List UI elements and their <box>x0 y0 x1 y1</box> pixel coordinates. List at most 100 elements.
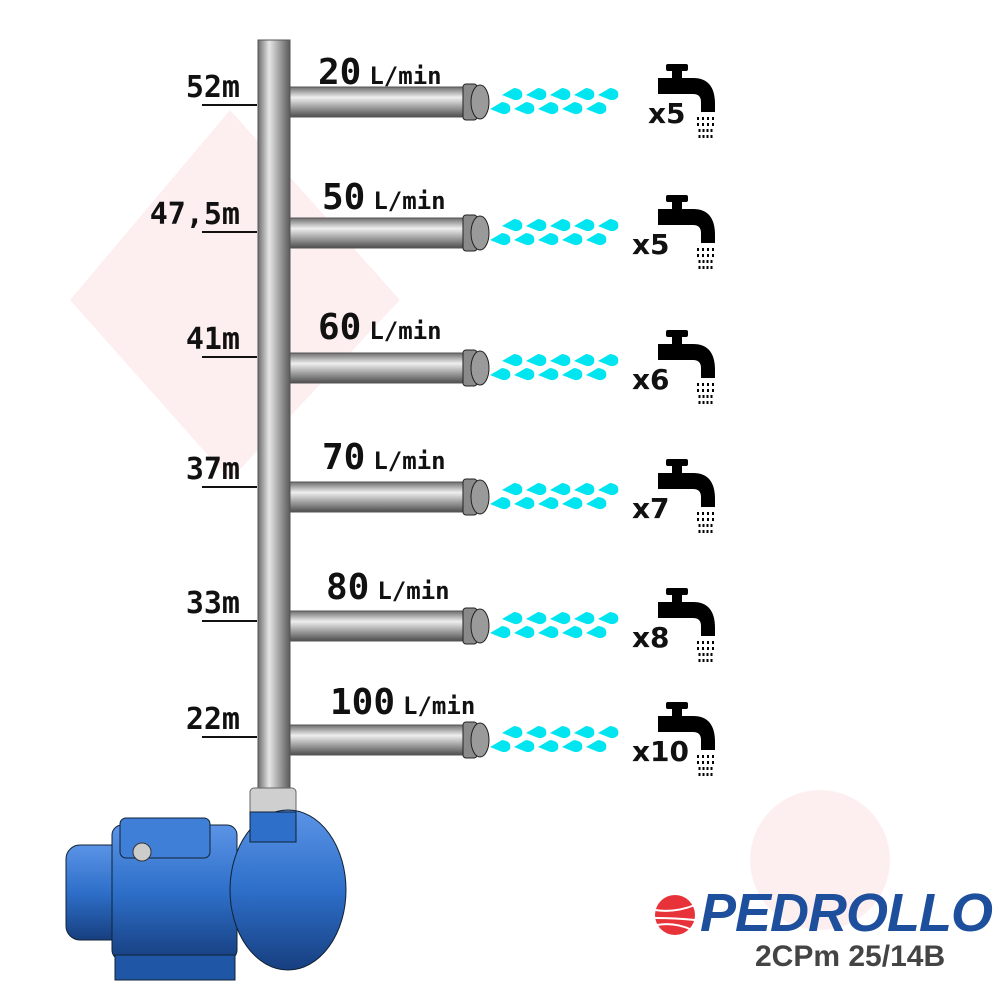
height-marker-line <box>202 486 257 488</box>
water-drop-icon <box>598 88 619 101</box>
flow-value: 80 <box>326 567 370 608</box>
water-drop-icon <box>562 626 583 639</box>
pipe-outlet <box>470 722 490 758</box>
brand-name: PEDROLLO <box>700 883 993 943</box>
height-label: 52m <box>185 70 240 105</box>
flow-unit: L/min <box>373 187 446 215</box>
pipe-outlet <box>470 608 490 644</box>
water-drop-icon <box>526 219 547 232</box>
flow-value: 70 <box>322 437 366 478</box>
water-drop-icon <box>502 726 523 739</box>
height-marker-line <box>202 356 257 358</box>
water-drop-icon <box>514 102 535 115</box>
height-marker-line <box>202 620 257 622</box>
faucet-icon <box>658 459 715 533</box>
water-drop-icon <box>574 219 595 232</box>
water-drop-icon <box>598 612 619 625</box>
branch-row <box>289 64 715 138</box>
water-drop-icon <box>586 368 607 381</box>
pipe-outlet <box>470 215 490 251</box>
water-drop-icon <box>598 726 619 739</box>
flow-value: 100 <box>330 682 396 723</box>
height-label: 22m <box>185 702 240 737</box>
water-drop-icon <box>562 233 583 246</box>
water-drop-icon <box>574 88 595 101</box>
model-label: 2CPm 25/14B <box>755 940 946 973</box>
water-drop-icon <box>538 497 559 510</box>
pipe-outlet <box>470 350 490 386</box>
water-drop-icon <box>550 726 571 739</box>
water-drop-icon <box>526 726 547 739</box>
branch-pipe <box>289 724 467 756</box>
water-drop-icon <box>562 497 583 510</box>
water-drop-icon <box>550 354 571 367</box>
water-drop-icon <box>502 219 523 232</box>
branch-pipe <box>289 86 467 118</box>
vertical-pipe <box>257 39 291 791</box>
tap-count: x5 <box>632 228 670 261</box>
branch-pipe <box>289 217 467 249</box>
flow-unit: L/min <box>373 447 446 475</box>
flow-label: 50 L/min <box>322 177 446 218</box>
height-label: 41m <box>185 322 240 357</box>
water-drop-icon <box>490 626 511 639</box>
branch-pipe <box>289 481 467 513</box>
pedrollo-logo-icon <box>654 895 696 935</box>
faucet-icon <box>658 702 715 776</box>
faucet-icon <box>658 330 715 404</box>
water-drop-icon <box>586 102 607 115</box>
water-drop-icon <box>526 483 547 496</box>
water-drop-icon <box>502 483 523 496</box>
tap-count: x7 <box>632 492 670 525</box>
flow-unit: L/min <box>403 692 476 720</box>
flow-value: 60 <box>318 307 362 348</box>
branch-row <box>289 702 715 776</box>
water-drop-icon <box>562 740 583 753</box>
water-drop-icon <box>538 233 559 246</box>
pipe-outlet <box>470 84 490 120</box>
water-drop-icon <box>574 483 595 496</box>
water-drop-icon <box>574 726 595 739</box>
water-drop-icon <box>586 233 607 246</box>
branch-pipe <box>289 352 467 384</box>
water-drop-icon <box>538 102 559 115</box>
water-drop-icon <box>526 88 547 101</box>
water-drop-icon <box>526 612 547 625</box>
water-drop-icon <box>490 740 511 753</box>
water-drop-icon <box>562 102 583 115</box>
water-drop-icon <box>550 88 571 101</box>
height-label: 37m <box>185 452 240 487</box>
flow-unit: L/min <box>377 577 450 605</box>
water-drop-icon <box>514 233 535 246</box>
water-drop-icon <box>514 740 535 753</box>
water-drop-icon <box>586 497 607 510</box>
water-drop-icon <box>574 612 595 625</box>
water-drop-icon <box>586 740 607 753</box>
faucet-icon <box>658 588 715 662</box>
pipe-outlet <box>470 479 490 515</box>
faucet-icon <box>658 64 715 138</box>
branch-row <box>289 459 715 533</box>
pump-icon <box>65 787 347 981</box>
branch-row <box>289 330 715 404</box>
watermark <box>70 110 890 930</box>
water-drop-icon <box>514 368 535 381</box>
tap-count: x8 <box>632 621 670 654</box>
faucet-icon <box>658 195 715 269</box>
water-drop-icon <box>538 368 559 381</box>
water-drop-icon <box>526 354 547 367</box>
water-drop-icon <box>502 88 523 101</box>
water-drop-icon <box>502 354 523 367</box>
water-drop-icon <box>550 219 571 232</box>
water-drop-icon <box>514 497 535 510</box>
water-drop-icon <box>490 233 511 246</box>
branch-row <box>289 588 715 662</box>
water-drop-icon <box>598 483 619 496</box>
tap-count: x10 <box>632 735 690 768</box>
tap-count: x6 <box>632 363 670 396</box>
branch-pipe <box>289 610 467 642</box>
water-drop-icon <box>502 612 523 625</box>
water-drop-icon <box>490 102 511 115</box>
